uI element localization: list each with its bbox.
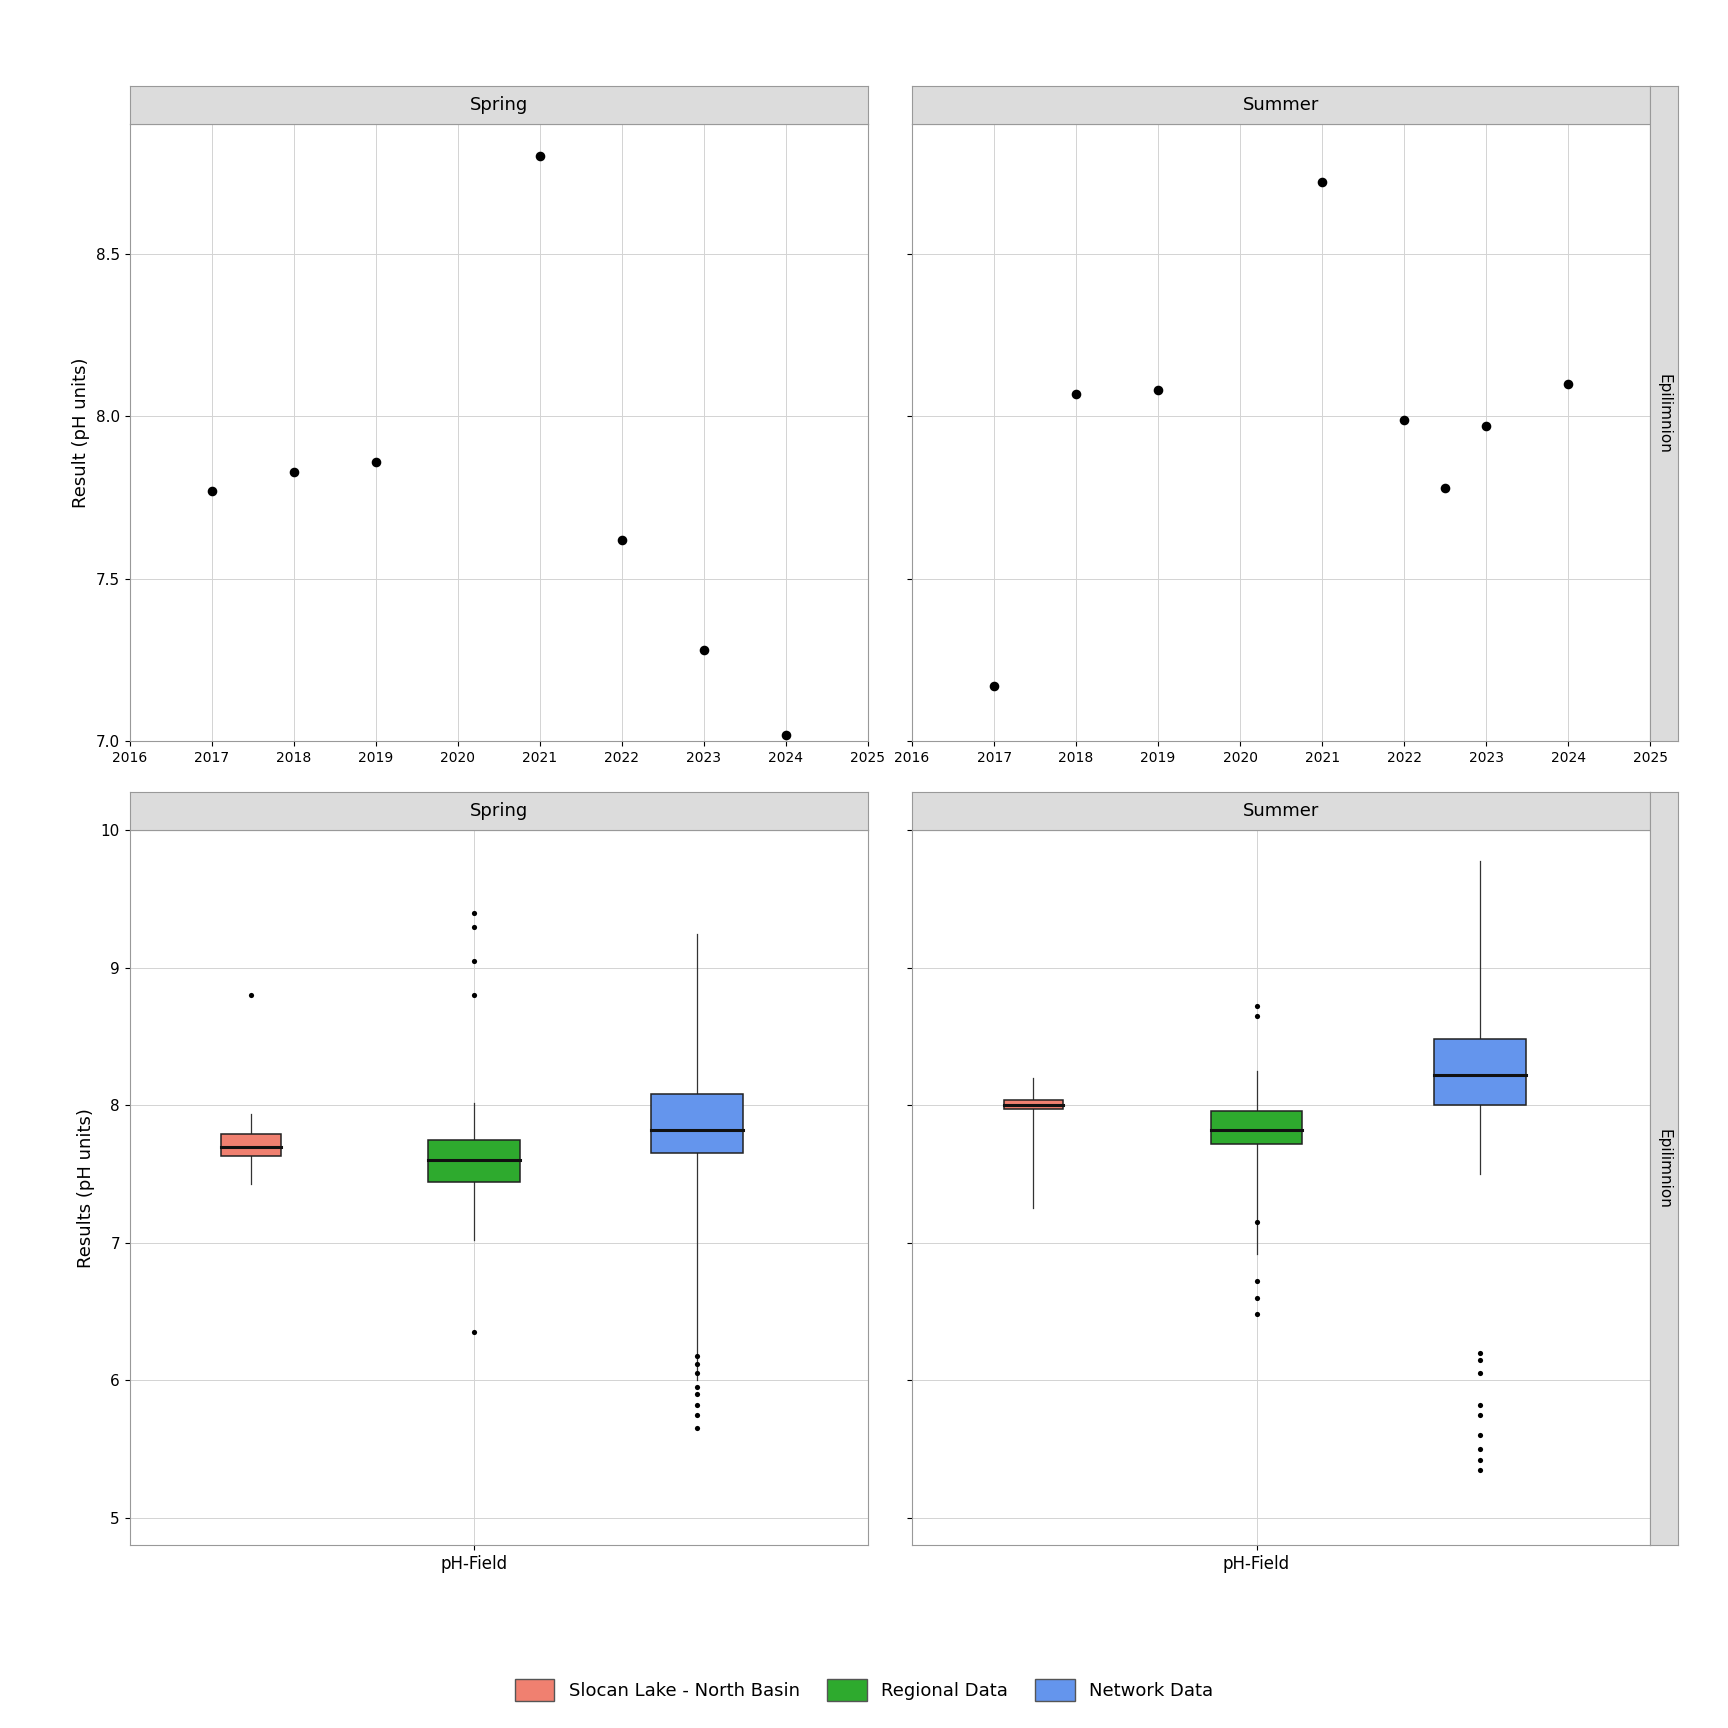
Point	[1465, 1401, 1493, 1429]
Bar	[1434, 1039, 1526, 1106]
Y-axis label: Results (pH units): Results (pH units)	[78, 1108, 95, 1268]
Text: Epilimnion: Epilimnion	[1657, 373, 1671, 453]
Point	[1465, 1436, 1493, 1464]
Point	[1431, 473, 1458, 501]
Point	[1465, 1360, 1493, 1388]
Point	[361, 448, 389, 475]
Bar	[429, 1140, 520, 1182]
Point	[460, 982, 487, 1009]
Point	[1242, 992, 1270, 1020]
Point	[1242, 1267, 1270, 1294]
Point	[772, 721, 800, 748]
Point	[460, 947, 487, 975]
Text: Comparison with Network Data: Comparison with Network Data	[130, 793, 607, 821]
Text: Spring: Spring	[470, 802, 527, 821]
Point	[460, 912, 487, 940]
Point	[980, 672, 1007, 700]
Point	[689, 636, 717, 664]
Point	[280, 458, 308, 486]
Y-axis label: Result (pH units): Result (pH units)	[73, 358, 90, 508]
Point	[683, 1391, 710, 1419]
Point	[683, 1360, 710, 1388]
Bar	[221, 1134, 280, 1156]
Point	[1308, 169, 1336, 197]
Text: pH-Field: pH-Field	[130, 86, 254, 116]
Point	[683, 1415, 710, 1443]
Point	[1472, 413, 1500, 441]
Point	[197, 477, 225, 505]
Point	[1144, 377, 1172, 404]
Point	[1465, 1422, 1493, 1450]
Text: Summer: Summer	[1242, 802, 1320, 821]
Point	[683, 1341, 710, 1369]
Point	[608, 525, 636, 553]
Point	[1063, 380, 1090, 408]
Bar	[651, 1094, 743, 1154]
Point	[683, 1374, 710, 1401]
Point	[683, 1381, 710, 1408]
Point	[1465, 1391, 1493, 1419]
Point	[525, 143, 553, 171]
Legend: Slocan Lake - North Basin, Regional Data, Network Data: Slocan Lake - North Basin, Regional Data…	[506, 1671, 1222, 1711]
Point	[1465, 1446, 1493, 1474]
Point	[1391, 406, 1419, 434]
Point	[1465, 1339, 1493, 1367]
Point	[1242, 1284, 1270, 1312]
Text: Epilimnion: Epilimnion	[1657, 1128, 1671, 1210]
Point	[683, 1401, 710, 1429]
Bar	[1004, 1099, 1063, 1109]
Text: Summer: Summer	[1242, 95, 1320, 114]
Point	[237, 982, 264, 1009]
Point	[1242, 1208, 1270, 1236]
Point	[1242, 1301, 1270, 1329]
Point	[460, 899, 487, 926]
Point	[1465, 1346, 1493, 1374]
Point	[460, 1318, 487, 1346]
Point	[683, 1350, 710, 1377]
Point	[1242, 1002, 1270, 1030]
Point	[1465, 1455, 1493, 1483]
Bar	[1211, 1111, 1303, 1144]
Text: Spring: Spring	[470, 95, 527, 114]
Point	[1555, 370, 1583, 397]
